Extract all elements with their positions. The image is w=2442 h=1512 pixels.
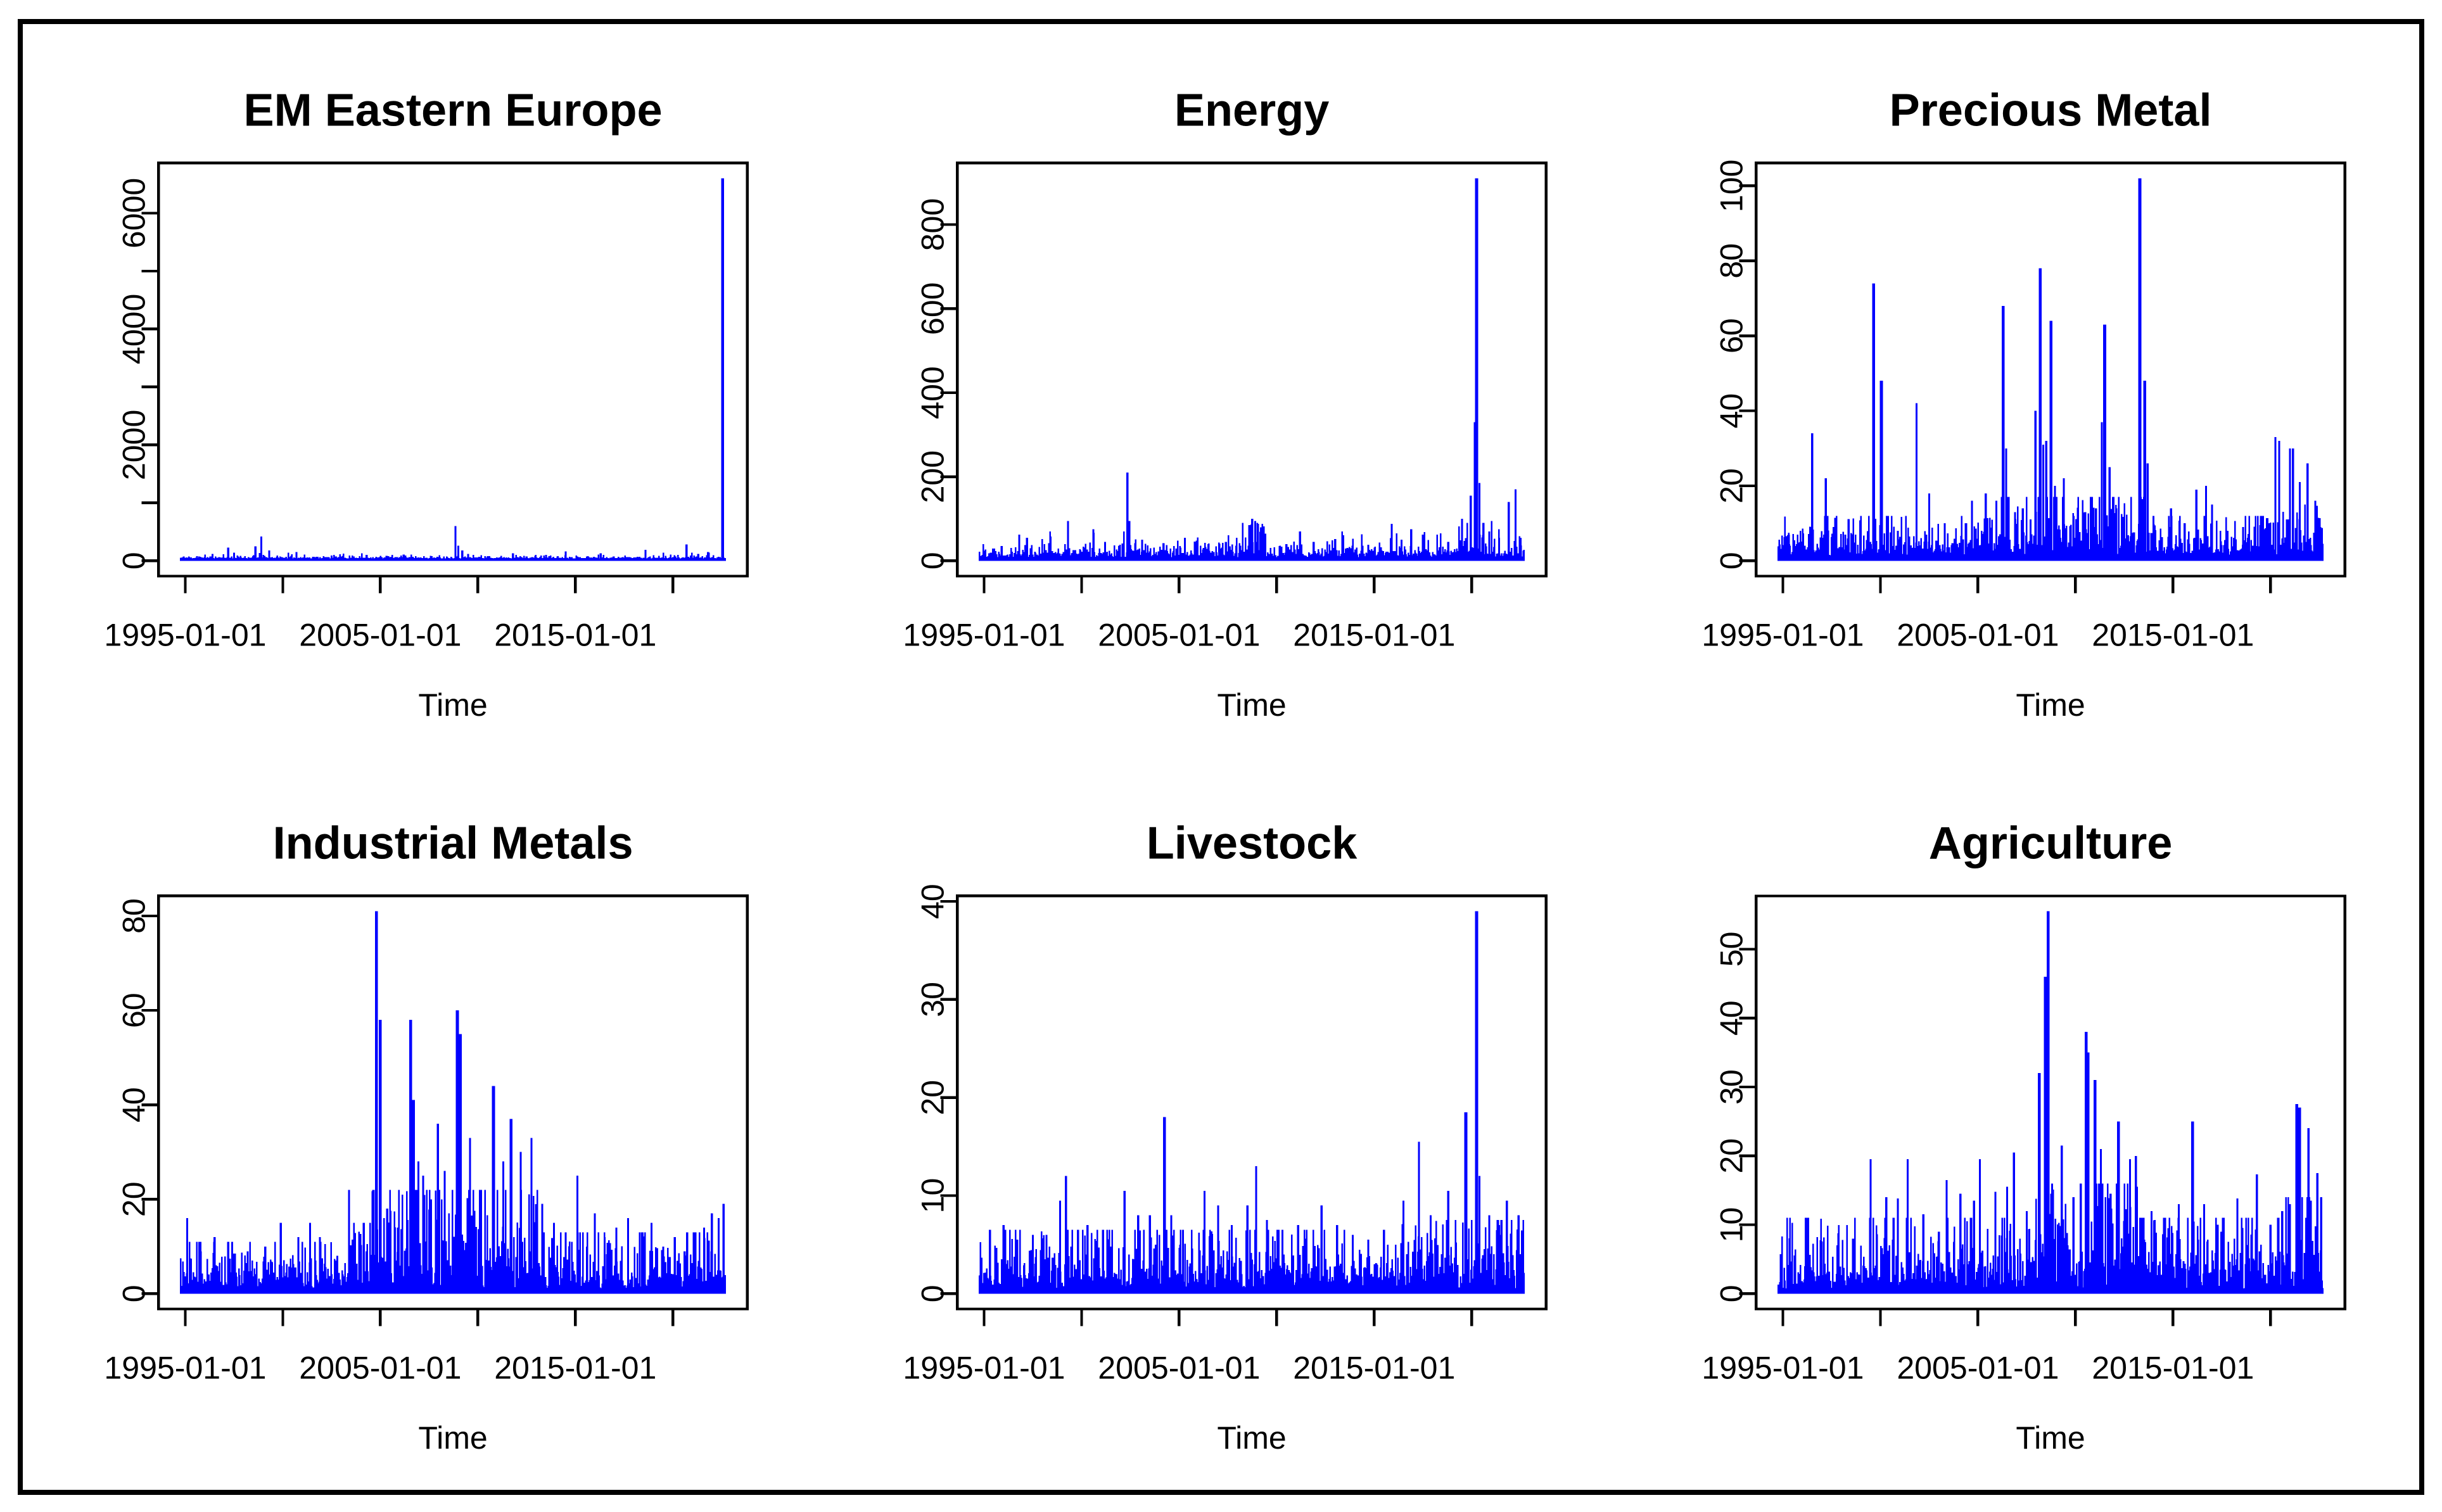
x-axis-tick-label: 1995-01-01 [1701,618,1864,653]
y-axis-tick-label: 400 [915,366,950,419]
x-axis-tick-label: 2015-01-01 [1293,618,1455,653]
x-axis-tick-label: 2005-01-01 [299,1350,461,1386]
series-spikes [1788,178,2322,561]
y-axis-tick-label: 80 [1714,243,1749,279]
x-axis-title: Time [418,1420,487,1456]
y-axis-tick-label: 20 [915,1080,950,1115]
y-axis-tick-label: 0 [1714,1285,1749,1302]
y-axis-tick-label: 60 [1714,318,1749,353]
y-axis-tick-label: 800 [915,198,950,251]
y-axis-tick-label: 10 [1714,1207,1749,1243]
y-axis-tick-label: 0 [1714,552,1749,569]
x-axis-tick-label: 1995-01-01 [1701,1350,1864,1386]
y-axis-tick-label: 80 [116,898,151,934]
x-axis-tick-label: 2015-01-01 [2092,1350,2254,1386]
y-axis-tick-label: 6000 [116,178,151,248]
y-axis-tick-label: 2000 [116,410,151,480]
series-noise [180,552,727,561]
y-axis-tick-label: 0 [915,552,950,569]
y-axis-tick-label: 40 [915,884,950,919]
series-spikes [196,178,725,561]
plot-title: Industrial Metals [273,818,633,868]
y-axis-tick-label: 40 [1714,393,1749,429]
y-axis-tick-label: 50 [1714,932,1749,967]
y-axis-tick-label: 0 [915,1285,950,1302]
plots-grid: EM Eastern Europe 0 2000 4000 6000 1995-01-01… [23,24,2419,1490]
y-axis-tick-label: 200 [915,450,950,504]
plot-panel-livestock: Livestock 0 10 20 30 40 1995-01-01 2005-01-01 20… [903,818,1548,1456]
series-spikes [989,911,1520,1294]
x-axis-tick-label: 2015-01-01 [494,1350,656,1386]
y-axis-tick-label: 60 [116,993,151,1028]
x-axis-tick-label: 2005-01-01 [299,618,461,653]
plot-title: EM Eastern Europe [244,85,663,136]
plot-panel-energy: Energy 0 200 400 600 800 1995-01-01 2005-01-01 2… [903,85,1548,723]
plot-title: Energy [1174,85,1329,136]
plot-panel-em-eastern-europe: EM Eastern Europe 0 2000 4000 6000 1995-01-01… [104,85,749,723]
x-axis-title: Time [1217,1420,1286,1456]
y-axis-tick-label: 30 [1714,1069,1749,1105]
series-spikes [1000,178,1522,561]
x-axis-title: Time [2016,687,2085,723]
y-axis-tick-label: 20 [1714,1138,1749,1174]
x-axis-tick-label: 2005-01-01 [1098,618,1260,653]
plot-panel-agriculture: Agriculture 0 10 20 30 40 50 1995-01-01 2005-01-… [1701,818,2346,1456]
plot-title: Livestock [1147,818,1358,868]
axes [1739,948,2272,1326]
x-axis-tick-label: 2005-01-01 [1897,1350,2059,1386]
x-axis-tick-label: 2015-01-01 [2092,618,2254,653]
x-axis-tick-label: 1995-01-01 [903,1350,1065,1386]
plot-title: Precious Metal [1890,85,2212,136]
axes [141,914,675,1326]
y-axis-tick-label: 20 [116,1181,151,1217]
y-axis-tick-label: 30 [915,982,950,1017]
series-noise [1777,1183,2324,1294]
x-axis-tick-label: 2015-01-01 [494,618,656,653]
plot-box [956,894,1548,1311]
axes [940,899,1473,1326]
plot-box [956,162,1548,578]
y-axis-tick-label: 0 [116,552,151,569]
y-axis-tick-label: 0 [116,1285,151,1302]
y-axis-tick-label: 600 [915,282,950,335]
plot-panel-precious-metal: Precious Metal 0 20 40 60 80 100 1995-01-01 2005… [1701,85,2346,723]
series-noise [979,1220,1525,1294]
y-axis-tick-label: 10 [915,1178,950,1214]
plot-panel-industrial-metals: Industrial Metals 0 20 40 60 80 1995-01-01 2005… [104,818,749,1456]
axes [1739,184,2272,594]
x-axis-tick-label: 1995-01-01 [104,618,266,653]
plot-box [157,162,749,578]
y-axis-tick-label: 20 [1714,468,1749,504]
x-axis-tick-label: 2005-01-01 [1897,618,2059,653]
axes [940,223,1473,594]
plot-box [1755,894,2346,1311]
y-axis-tick-label: 4000 [116,294,151,364]
x-axis-title: Time [418,687,487,723]
y-axis-tick-label: 40 [116,1087,151,1122]
axes [141,212,675,594]
plot-title: Agriculture [1929,818,2173,868]
x-axis-tick-label: 1995-01-01 [903,618,1065,653]
plot-box [157,894,749,1311]
y-axis-tick-label: 100 [1714,160,1749,213]
x-axis-title: Time [2016,1420,2085,1456]
x-axis-tick-label: 1995-01-01 [104,1350,266,1386]
x-axis-tick-label: 2015-01-01 [1293,1350,1455,1386]
plot-box [1755,162,2346,578]
y-axis-tick-label: 40 [1714,1000,1749,1036]
series-spikes [1793,911,2322,1294]
x-axis-title: Time [1217,687,1286,723]
series-noise [180,1190,727,1294]
figure-border: EM Eastern Europe 0 2000 4000 6000 1995-01-01… [18,19,2424,1495]
series-spikes [186,911,725,1294]
x-axis-tick-label: 2005-01-01 [1098,1350,1260,1386]
